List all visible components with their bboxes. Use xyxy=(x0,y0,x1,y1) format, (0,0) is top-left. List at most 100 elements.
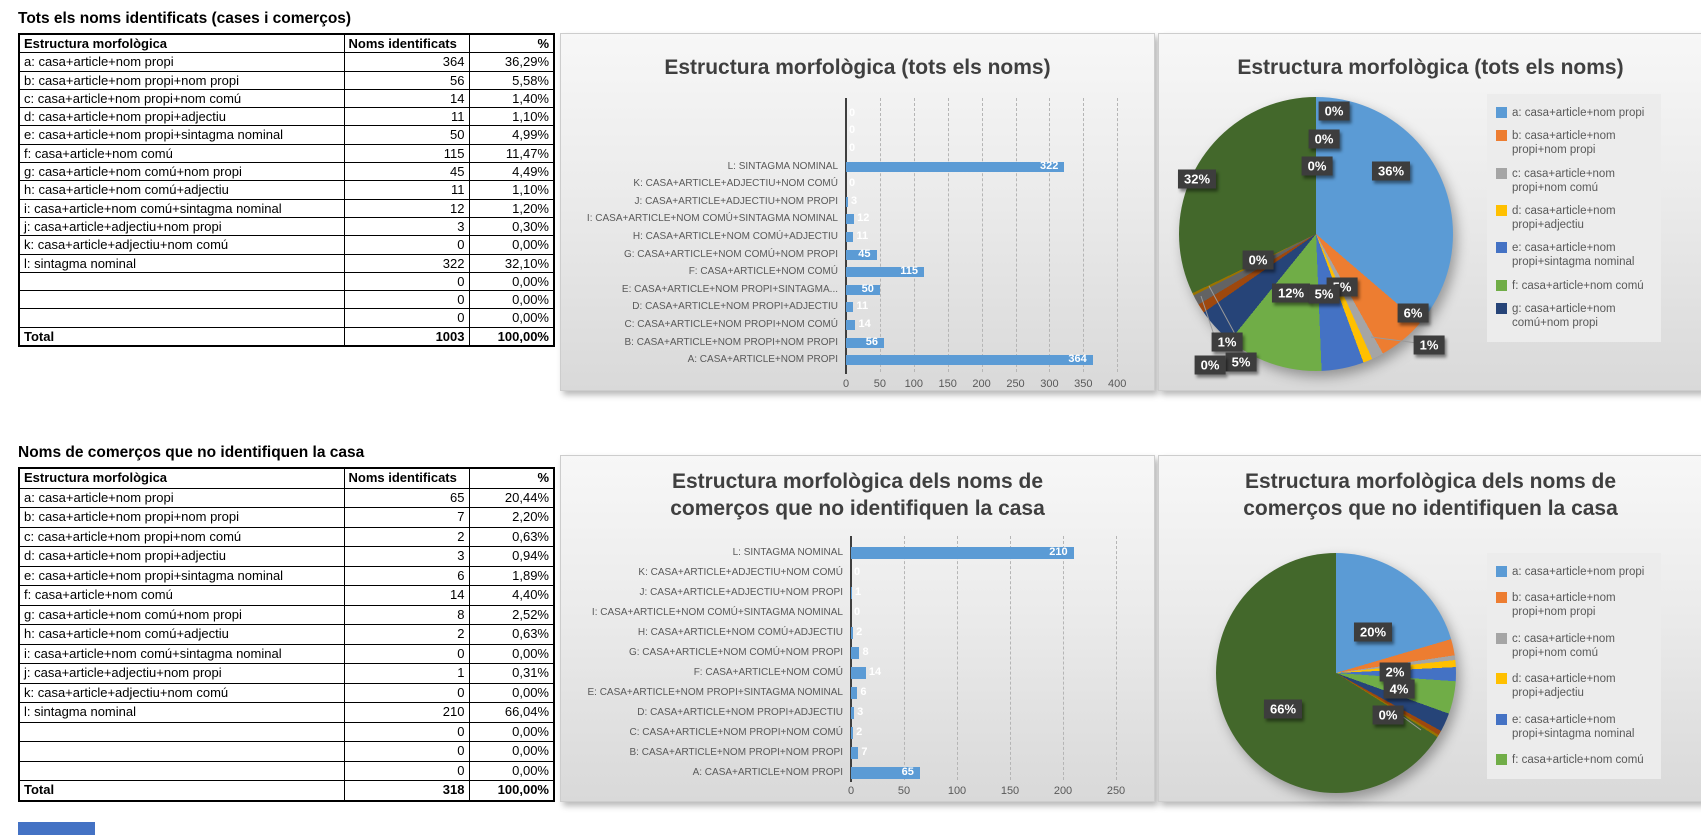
table-cell[interactable] xyxy=(18,271,345,292)
table-cell[interactable]: 8 xyxy=(343,604,470,625)
table-cell[interactable]: 50 xyxy=(343,125,470,145)
table-cell[interactable]: 1,89% xyxy=(468,565,555,586)
table-cell[interactable]: 2 xyxy=(343,526,470,547)
table-cell[interactable]: k: casa+article+adjectiu+nom comú xyxy=(18,235,345,255)
pie-chart-all-panel[interactable]: Estructura morfològica (tots els noms) 0%… xyxy=(1158,33,1701,391)
table-cell[interactable]: 14 xyxy=(343,585,470,606)
table-cell[interactable]: 5,58% xyxy=(468,70,555,90)
table-cell[interactable]: a: casa+article+nom propi xyxy=(18,487,345,508)
table-cell[interactable]: 0,63% xyxy=(468,526,555,547)
table-cell[interactable]: 0 xyxy=(343,760,470,781)
table-cell[interactable]: j: casa+article+adjectiu+nom propi xyxy=(18,216,345,237)
legend-item[interactable]: e: casa+article+nom propi+sintagma nomin… xyxy=(1496,241,1652,269)
table-cell[interactable]: 0,00% xyxy=(468,235,555,255)
pie-chart-comercos-panel[interactable]: Estructura morfològica dels noms de come… xyxy=(1158,455,1701,802)
table-cell[interactable]: 11 xyxy=(343,107,470,127)
table-cell[interactable]: 6 xyxy=(343,565,470,586)
table-cell[interactable]: 364 xyxy=(343,52,470,72)
table-cell[interactable]: 0 xyxy=(343,682,470,703)
table-cell[interactable]: 0,00% xyxy=(468,643,555,664)
table-cell[interactable]: 11,47% xyxy=(468,143,555,164)
table-cell[interactable]: j: casa+article+adjectiu+nom propi xyxy=(18,663,345,684)
table-cell[interactable]: 0,00% xyxy=(468,721,555,742)
table-cell[interactable]: c: casa+article+nom propi+nom comú xyxy=(18,88,345,109)
legend-item[interactable]: d: casa+article+nom propi+adjectiu xyxy=(1496,204,1652,232)
table-cell[interactable]: 0 xyxy=(343,721,470,742)
table-cell[interactable]: d: casa+article+nom propi+adjectiu xyxy=(18,107,345,127)
table-cell[interactable]: 0,00% xyxy=(468,760,555,781)
table-cell[interactable]: % xyxy=(468,467,555,489)
legend-item[interactable]: e: casa+article+nom propi+sintagma nomin… xyxy=(1496,713,1652,741)
table-cell[interactable]: 1,10% xyxy=(468,180,555,200)
legend-item[interactable]: c: casa+article+nom propi+nom comú xyxy=(1496,167,1652,195)
table-cell[interactable]: 322 xyxy=(343,253,470,273)
table-cell[interactable]: 4,49% xyxy=(468,162,555,182)
table-cell[interactable]: 0 xyxy=(343,271,470,292)
legend-item[interactable]: g: casa+article+nom comú+nom propi xyxy=(1496,302,1652,330)
table-cell[interactable]: 0 xyxy=(343,308,470,328)
table-cell[interactable]: i: casa+article+nom comú+sintagma nomina… xyxy=(18,643,345,664)
table-cell[interactable]: Noms identificats xyxy=(343,467,470,489)
bar-chart-comercos-panel[interactable]: Estructura morfològica dels noms de come… xyxy=(560,455,1155,802)
legend-item[interactable]: b: casa+article+nom propi+nom propi xyxy=(1496,591,1652,619)
table-cell[interactable]: 11 xyxy=(343,180,470,200)
table-cell[interactable]: k: casa+article+adjectiu+nom comú xyxy=(18,682,345,703)
legend-item[interactable]: c: casa+article+nom propi+nom comú xyxy=(1496,632,1652,660)
table-cell[interactable]: 56 xyxy=(343,70,470,90)
table-cell[interactable]: 1 xyxy=(343,663,470,684)
table-cell[interactable]: 0 xyxy=(343,643,470,664)
table-cell[interactable]: 0,30% xyxy=(468,216,555,237)
table-cell[interactable]: e: casa+article+nom propi+sintagma nomin… xyxy=(18,125,345,145)
table-cell[interactable]: 36,29% xyxy=(468,52,555,72)
table-cell[interactable] xyxy=(18,741,345,762)
table-cell[interactable]: Estructura morfològica xyxy=(18,33,345,54)
table-cell[interactable]: 1003 xyxy=(343,326,470,347)
table-cell[interactable]: 100,00% xyxy=(468,326,555,347)
table-cell[interactable]: 3 xyxy=(343,216,470,237)
table-cell[interactable]: 2,20% xyxy=(468,507,555,528)
table-cell[interactable]: 0,00% xyxy=(468,741,555,762)
table-cell[interactable]: i: casa+article+nom comú+sintagma nomina… xyxy=(18,198,345,218)
table-cell[interactable]: 0,94% xyxy=(468,546,555,567)
table-cell[interactable]: 4,40% xyxy=(468,585,555,606)
table-cell[interactable]: 0 xyxy=(343,290,470,310)
legend-item[interactable]: a: casa+article+nom propi xyxy=(1496,565,1652,579)
table-cell[interactable]: 65 xyxy=(343,487,470,508)
table-cell[interactable]: l: sintagma nominal xyxy=(18,702,345,723)
table-cell[interactable]: g: casa+article+nom comú+nom propi xyxy=(18,162,345,182)
table-cell[interactable]: 1,10% xyxy=(468,107,555,127)
table-cell[interactable]: 14 xyxy=(343,88,470,109)
table-cell[interactable]: d: casa+article+nom propi+adjectiu xyxy=(18,546,345,567)
table-cell[interactable]: h: casa+article+nom comú+adjectiu xyxy=(18,624,345,645)
table-cell[interactable]: 0,63% xyxy=(468,624,555,645)
table-cell[interactable]: f: casa+article+nom comú xyxy=(18,585,345,606)
table-cell[interactable]: 210 xyxy=(343,702,470,723)
table-cell[interactable]: 20,44% xyxy=(468,487,555,508)
table-cell[interactable]: 1,20% xyxy=(468,198,555,218)
table-cell[interactable]: b: casa+article+nom propi+nom propi xyxy=(18,70,345,90)
table-cell[interactable]: 0,00% xyxy=(468,271,555,292)
table-cell[interactable]: 0 xyxy=(343,741,470,762)
table-cell[interactable]: c: casa+article+nom propi+nom comú xyxy=(18,526,345,547)
table-cell[interactable]: b: casa+article+nom propi+nom propi xyxy=(18,507,345,528)
table-cell[interactable]: Total xyxy=(18,326,345,347)
legend-item[interactable]: d: casa+article+nom propi+adjectiu xyxy=(1496,672,1652,700)
table-cell[interactable]: 2,52% xyxy=(468,604,555,625)
table-cell[interactable] xyxy=(18,290,345,310)
table-cell[interactable]: % xyxy=(468,33,555,54)
table-cell[interactable]: 0,31% xyxy=(468,663,555,684)
table-cell[interactable]: 4,99% xyxy=(468,125,555,145)
table-cell[interactable]: Estructura morfològica xyxy=(18,467,345,489)
table-cell[interactable]: 0 xyxy=(343,235,470,255)
table-cell[interactable]: 115 xyxy=(343,143,470,164)
table-cell[interactable]: 100,00% xyxy=(468,780,555,801)
table-cell[interactable]: 32,10% xyxy=(468,253,555,273)
table-cell[interactable]: 12 xyxy=(343,198,470,218)
table-cell[interactable] xyxy=(18,760,345,781)
table-cell[interactable] xyxy=(18,308,345,328)
table-cell[interactable]: 0,00% xyxy=(468,290,555,310)
legend-item[interactable]: b: casa+article+nom propi+nom propi xyxy=(1496,129,1652,157)
table-cell[interactable]: 3 xyxy=(343,546,470,567)
table-cell[interactable]: 1,40% xyxy=(468,88,555,109)
legend-item[interactable]: f: casa+article+nom comú xyxy=(1496,753,1652,767)
